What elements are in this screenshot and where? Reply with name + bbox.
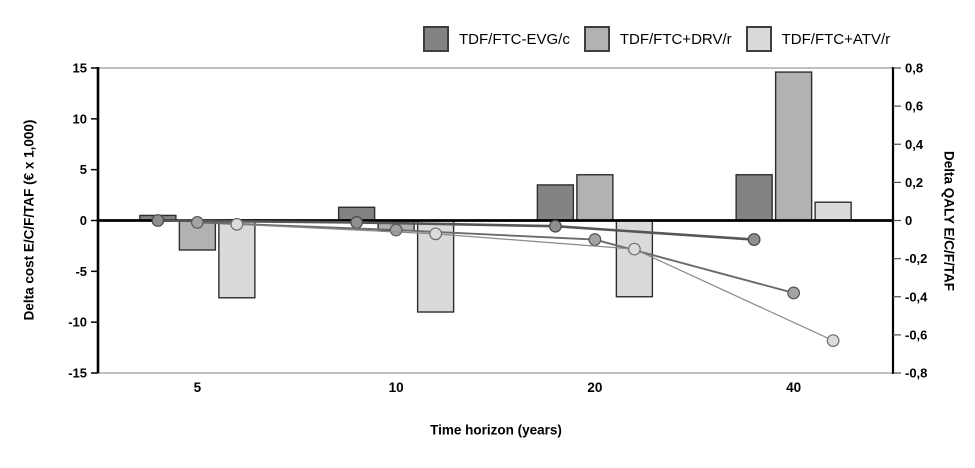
right-axis-tick-label: -0,8: [905, 366, 927, 381]
legend-item-evg: TDF/FTC-EVG/c: [423, 26, 570, 52]
qaly-marker-TDF-FTC-DRV-r-40y: [787, 286, 801, 300]
qaly-marker-TDF-FTC-EVG-c-20y: [548, 219, 562, 233]
qaly-line-TDF-FTC-EVG-c: [157, 219, 755, 241]
x-axis-tick-label: 5: [194, 380, 202, 395]
left-axis-title: Delta cost E/C/F/TAF (€ x 1,000): [21, 119, 37, 321]
cost-bar-TDF-FTC-EVG-c-40y: [735, 174, 773, 222]
cost-bar-TDF-FTC-DRV-r-40y: [774, 71, 813, 222]
legend-label-atv: TDF/FTC+ATV/r: [781, 30, 891, 48]
left-axis-tick-label: 10: [73, 111, 87, 126]
right-axis-tick-label: 0,8: [905, 61, 923, 76]
legend-swatch-evg: [423, 26, 449, 52]
qaly-marker-TDF-FTC-ATV-r-5y: [230, 217, 244, 231]
left-axis-tick-label: -5: [75, 264, 87, 279]
x-axis-tick-label: 40: [786, 380, 801, 395]
qaly-marker-TDF-FTC-EVG-c-10y: [350, 216, 364, 229]
cost-bar-TDF-FTC-DRV-r-20y: [576, 174, 614, 222]
left-axis-tick-label: -10: [68, 315, 87, 330]
left-axis-tick-label: 15: [73, 61, 87, 76]
right-axis-title: Delta QALY E/C/F/TAF: [941, 150, 957, 292]
x-axis-tick-label: 10: [389, 380, 404, 395]
left-axis-tick-label: 5: [80, 162, 87, 177]
qaly-marker-TDF-FTC-EVG-c-5y: [151, 214, 165, 227]
cost-bar-TDF-FTC-ATV-r-40y: [814, 201, 852, 222]
qaly-marker-TDF-FTC-DRV-r-20y: [588, 233, 602, 246]
legend-swatch-drv: [583, 26, 610, 52]
right-axis-tick-label: 0,6: [905, 99, 923, 114]
legend-item-drv: TDF/FTC+DRV/r: [583, 26, 732, 52]
right-axis-tick-label: 0,4: [905, 137, 924, 152]
qaly-marker-TDF-FTC-ATV-r-40y: [826, 334, 840, 347]
qaly-marker-TDF-FTC-ATV-r-20y: [627, 242, 641, 256]
right-axis-tick-label: 0: [905, 213, 912, 228]
cost-bar-TDF-FTC-ATV-r-5y: [218, 219, 256, 299]
legend-label-drv: TDF/FTC+DRV/r: [619, 30, 732, 48]
x-axis-title: Time horizon (years): [430, 422, 562, 438]
qaly-line-TDF-FTC-ATV-r: [236, 223, 834, 342]
qaly-line-TDF-FTC-DRV-r: [197, 221, 794, 294]
qaly-marker-TDF-FTC-ATV-r-10y: [429, 227, 443, 241]
right-axis-tick-label: -0,6: [905, 327, 927, 342]
right-axis-tick-label: -0,2: [905, 251, 927, 266]
legend-item-atv: TDF/FTC+ATV/r: [745, 26, 891, 52]
qaly-marker-TDF-FTC-EVG-c-40y: [747, 233, 761, 246]
right-axis-tick-label: 0,2: [905, 175, 923, 190]
left-axis-tick-label: 0: [80, 213, 87, 228]
cost-bar-TDF-FTC-EVG-c-20y: [536, 184, 575, 222]
qaly-marker-TDF-FTC-DRV-r-5y: [190, 216, 204, 229]
legend-label-evg: TDF/FTC-EVG/c: [459, 30, 570, 48]
legend-swatch-atv: [745, 26, 772, 52]
right-axis-tick-label: -0,4: [905, 289, 928, 304]
x-axis-tick-label: 20: [587, 380, 602, 395]
legend: TDF/FTC-EVG/c TDF/FTC+DRV/r TDF/FTC+ATV/…: [423, 26, 890, 52]
left-axis-tick-label: -15: [68, 366, 87, 381]
qaly-marker-TDF-FTC-DRV-r-10y: [389, 223, 403, 237]
